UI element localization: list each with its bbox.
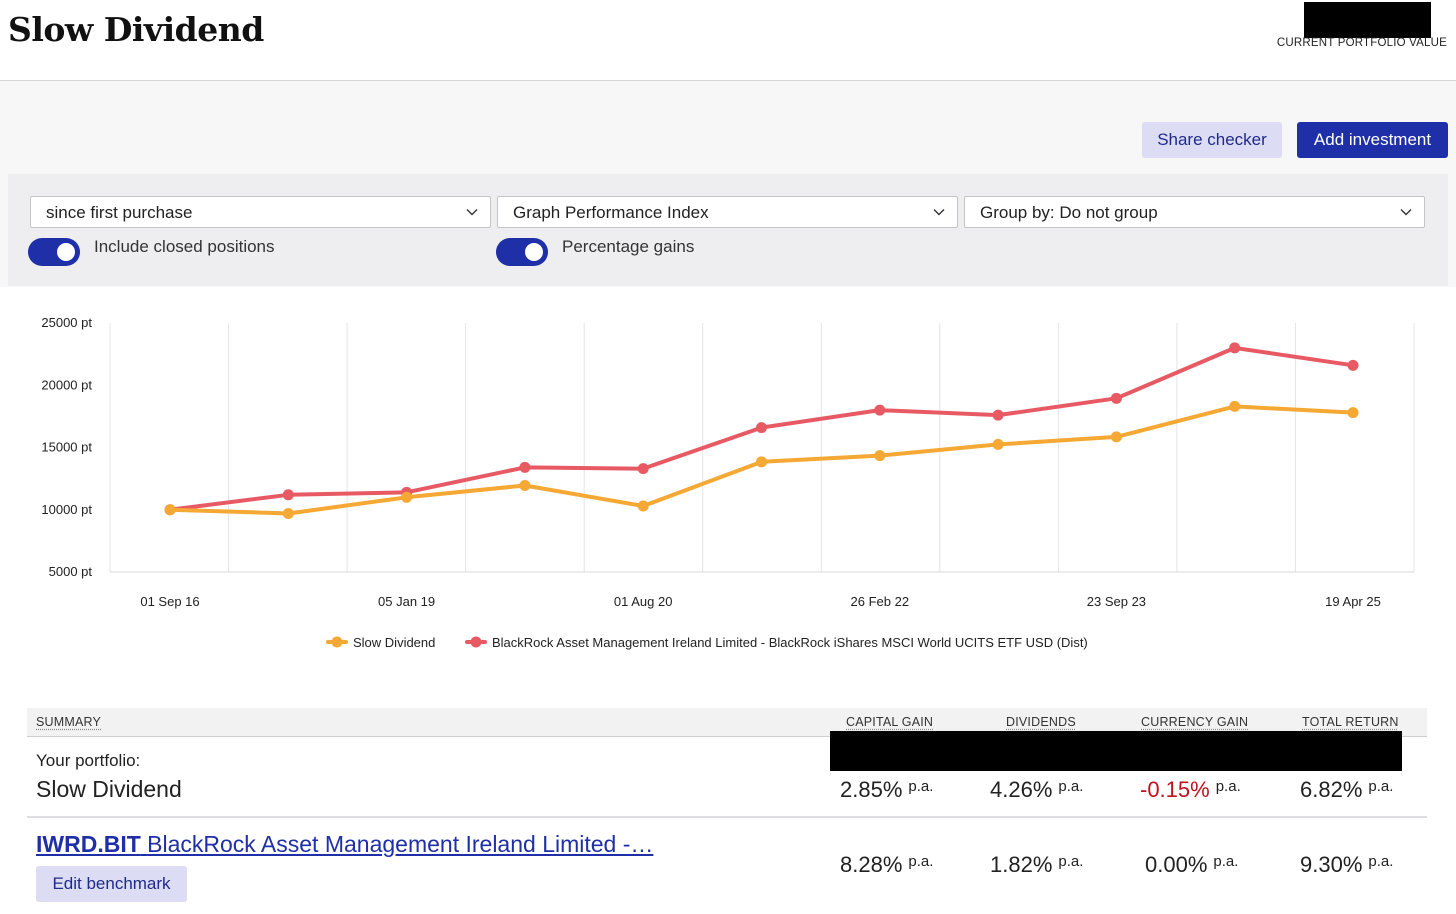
data-point [756,422,767,434]
data-point [519,479,531,491]
edit-benchmark-button[interactable]: Edit benchmark [36,866,187,902]
toggle-knob [57,243,75,261]
chart-controls: since first purchase Graph Performance I… [8,174,1448,286]
x-tick-label: 23 Sep 23 [1087,594,1146,609]
benchmark-currency-gain: 0.00% p.a. [1145,852,1239,877]
group-select[interactable]: Group by: Do not group [964,196,1425,228]
summary-header: SUMMARY [36,715,102,729]
dividends-header: DIVIDENDS [1006,715,1076,729]
summary-header-row: SUMMARY CAPITAL GAIN DIVIDENDS CURRENCY … [27,708,1427,737]
add-investment-button[interactable]: Add investment [1297,122,1448,158]
data-point [164,504,176,516]
group-select-value: Group by: Do not group [980,203,1158,222]
total-return-header: TOTAL RETURN [1302,715,1399,729]
percentage-gains-label: Percentage gains [562,237,695,256]
period-select-value: since first purchase [46,203,193,222]
toggle-knob [525,243,543,261]
portfolio-capital-gain: 2.85% p.a. [840,777,934,802]
data-point [282,489,294,501]
graph-select-value: Graph Performance Index [513,203,709,222]
y-tick-label: 15000 pt [41,440,92,455]
portfolio-value-label: CURRENT PORTFOLIO VALUE [1276,37,1447,49]
portfolio-dividends: 4.26% p.a. [990,777,1084,802]
portfolio-value-redacted [1304,2,1431,38]
benchmark-capital-gain: 8.28% p.a. [840,852,934,877]
benchmark-total-return: 9.30% p.a. [1300,852,1394,877]
performance-chart: 5000 pt 10000 pt 15000 pt 20000 pt 25000 pt 0… [41,315,1415,650]
portfolio-name: Slow Dividend [36,776,182,802]
period-select[interactable]: since first purchase [30,196,491,228]
x-tick-label: 19 Apr 25 [1325,594,1381,609]
top-header: Slow Dividend CURRENT PORTFOLIO VALUE [0,0,1456,81]
data-point [756,456,767,468]
x-tick-label: 26 Feb 22 [851,594,910,609]
y-tick-label: 20000 pt [41,377,92,392]
data-point [401,491,413,503]
include-closed-label: Include closed positions [94,237,275,256]
x-tick-label: 01 Aug 20 [614,594,673,609]
chart-panel [8,288,1448,668]
data-point [519,461,531,473]
legend-label: BlackRock Asset Management Ireland Limit… [492,635,1088,650]
include-closed-toggle[interactable] [28,238,80,266]
data-point [637,500,649,512]
x-tick-label: 01 Sep 16 [140,594,199,609]
values-redacted [830,731,1402,771]
portfolio-total-return: 6.82% p.a. [1300,777,1394,802]
data-point [1229,342,1241,354]
graph-select[interactable]: Graph Performance Index [497,196,958,228]
y-tick-label: 10000 pt [41,502,92,517]
benchmark-ticker: IWRD.BIT [36,831,141,857]
data-point [1110,392,1122,404]
data-point [1229,400,1241,412]
chevron-down-icon [466,209,478,216]
data-point [874,450,886,462]
data-point [1347,359,1359,371]
percentage-gains-toggle[interactable] [496,238,548,266]
y-tick-label: 25000 pt [41,315,92,330]
portfolio-currency-gain: -0.15% p.a. [1140,777,1241,802]
row-divider [27,816,1427,818]
data-point [992,438,1004,450]
data-point [282,507,294,519]
x-tick-label: 05 Jan 19 [378,594,435,609]
data-point [637,463,649,475]
chevron-down-icon [1400,209,1412,216]
legend-label: Slow Dividend [353,635,435,650]
y-tick-label: 5000 pt [49,564,93,579]
currency-gain-header: CURRENCY GAIN [1141,715,1249,729]
portfolio-caption: Your portfolio: [36,751,141,770]
benchmark-name: BlackRock Asset Management Ireland Limit… [147,831,654,857]
data-point [992,409,1004,421]
legend-marker [470,636,482,648]
data-point [1347,407,1359,419]
chevron-down-icon [933,209,945,216]
benchmark-dividends: 1.82% p.a. [990,852,1084,877]
data-point [874,404,886,416]
legend-marker [331,636,343,648]
portfolio-title: Slow Dividend [8,10,264,49]
benchmark-link[interactable]: IWRD.BIT BlackRock Asset Management Irel… [36,831,653,858]
capital-gain-header: CAPITAL GAIN [846,715,934,729]
share-checker-button[interactable]: Share checker [1142,122,1282,158]
data-point [1110,431,1122,443]
